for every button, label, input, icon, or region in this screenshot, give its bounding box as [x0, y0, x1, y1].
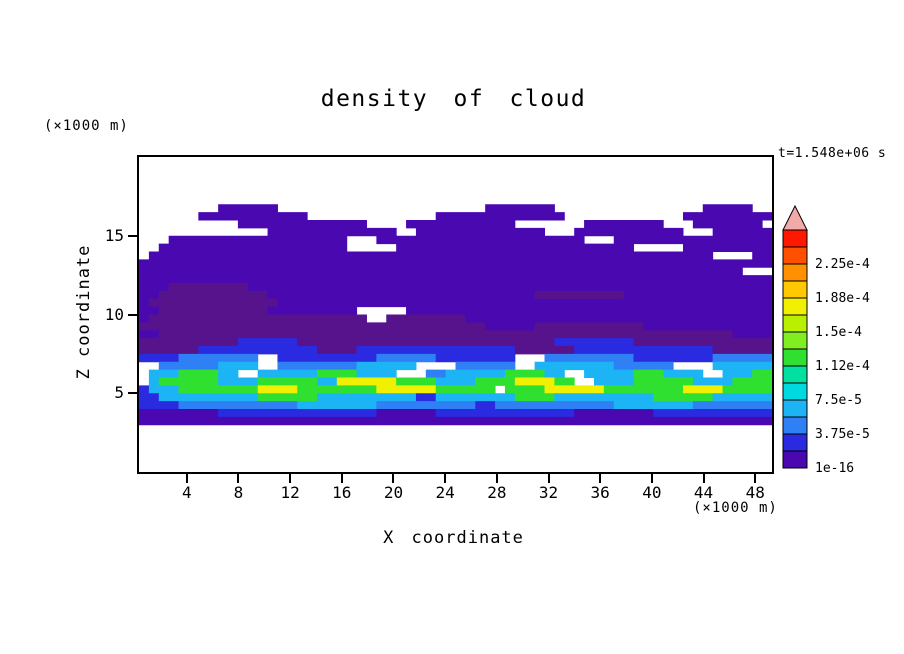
- x-tick: [340, 474, 343, 483]
- colorbar-segment: [782, 229, 808, 248]
- x-tick: [547, 474, 550, 483]
- x-axis-label: X coordinate: [383, 528, 524, 548]
- colorbar-overflow-triangle: [782, 204, 808, 231]
- colorbar-label: 1.88e-4: [815, 291, 870, 306]
- colorbar-segment: [782, 450, 808, 469]
- x-tick-label: 32: [538, 483, 559, 502]
- colorbar-segment: [782, 280, 808, 299]
- colorbar-label: 7.5e-5: [815, 393, 862, 408]
- y-tick: [128, 234, 137, 237]
- heatmap-canvas: [139, 157, 772, 472]
- y-axis-unit: (×1000 m): [44, 118, 129, 134]
- colorbar: 1e-16 3.75e-5 7.5e-5 1.12e-4 1.5e-4 1.88e-4 2.…: [782, 204, 870, 476]
- x-tick-label: 28: [487, 483, 507, 502]
- colorbar-segment: [782, 263, 808, 282]
- x-tick: [289, 474, 292, 483]
- chart-title: density of cloud: [320, 86, 587, 112]
- x-tick: [237, 474, 240, 483]
- x-tick: [702, 474, 705, 483]
- colorbar-segment: [782, 382, 808, 401]
- x-tick-label: 12: [280, 483, 300, 502]
- colorbar-label: 2.25e-4: [815, 257, 870, 272]
- x-tick: [754, 474, 757, 483]
- x-tick-label: 4: [181, 483, 192, 502]
- colorbar-segment: [782, 416, 808, 435]
- plot-area: [137, 155, 774, 474]
- colorbar-segment: [782, 246, 808, 265]
- x-tick: [650, 474, 653, 483]
- x-tick: [444, 474, 447, 483]
- x-tick: [185, 474, 188, 483]
- y-tick: [128, 392, 137, 395]
- x-tick: [599, 474, 602, 483]
- x-tick-label: 24: [435, 483, 455, 502]
- x-tick-label: 44: [693, 483, 714, 502]
- y-tick: [128, 313, 137, 316]
- time-stamp: t=1.548e+06 s: [778, 146, 887, 161]
- x-tick-label: 20: [383, 483, 404, 502]
- colorbar-label: 1.12e-4: [815, 359, 870, 374]
- y-tick-label: 15: [104, 225, 124, 245]
- colorbar-segment: [782, 297, 808, 316]
- y-tick-label: 5: [114, 383, 124, 403]
- colorbar-segment: [782, 348, 808, 367]
- colorbar-segment: [782, 399, 808, 418]
- colorbar-segment: [782, 314, 808, 333]
- colorbar-segment: [782, 331, 808, 350]
- x-tick: [392, 474, 395, 483]
- colorbar-label: 3.75e-5: [815, 427, 870, 442]
- colorbar-segment: [782, 433, 808, 452]
- x-tick-label: 8: [233, 483, 244, 502]
- colorbar-label: 1.5e-4: [815, 325, 862, 340]
- x-tick: [495, 474, 498, 483]
- colorbar-label: 1e-16: [815, 461, 854, 476]
- x-axis-unit: (×1000 m): [693, 500, 778, 516]
- y-tick-label: 10: [104, 304, 124, 324]
- x-tick-label: 40: [642, 483, 662, 502]
- x-tick-label: 16: [332, 483, 352, 502]
- x-tick-label: 48: [745, 483, 765, 502]
- x-tick-label: 36: [590, 483, 610, 502]
- colorbar-segment: [782, 365, 808, 384]
